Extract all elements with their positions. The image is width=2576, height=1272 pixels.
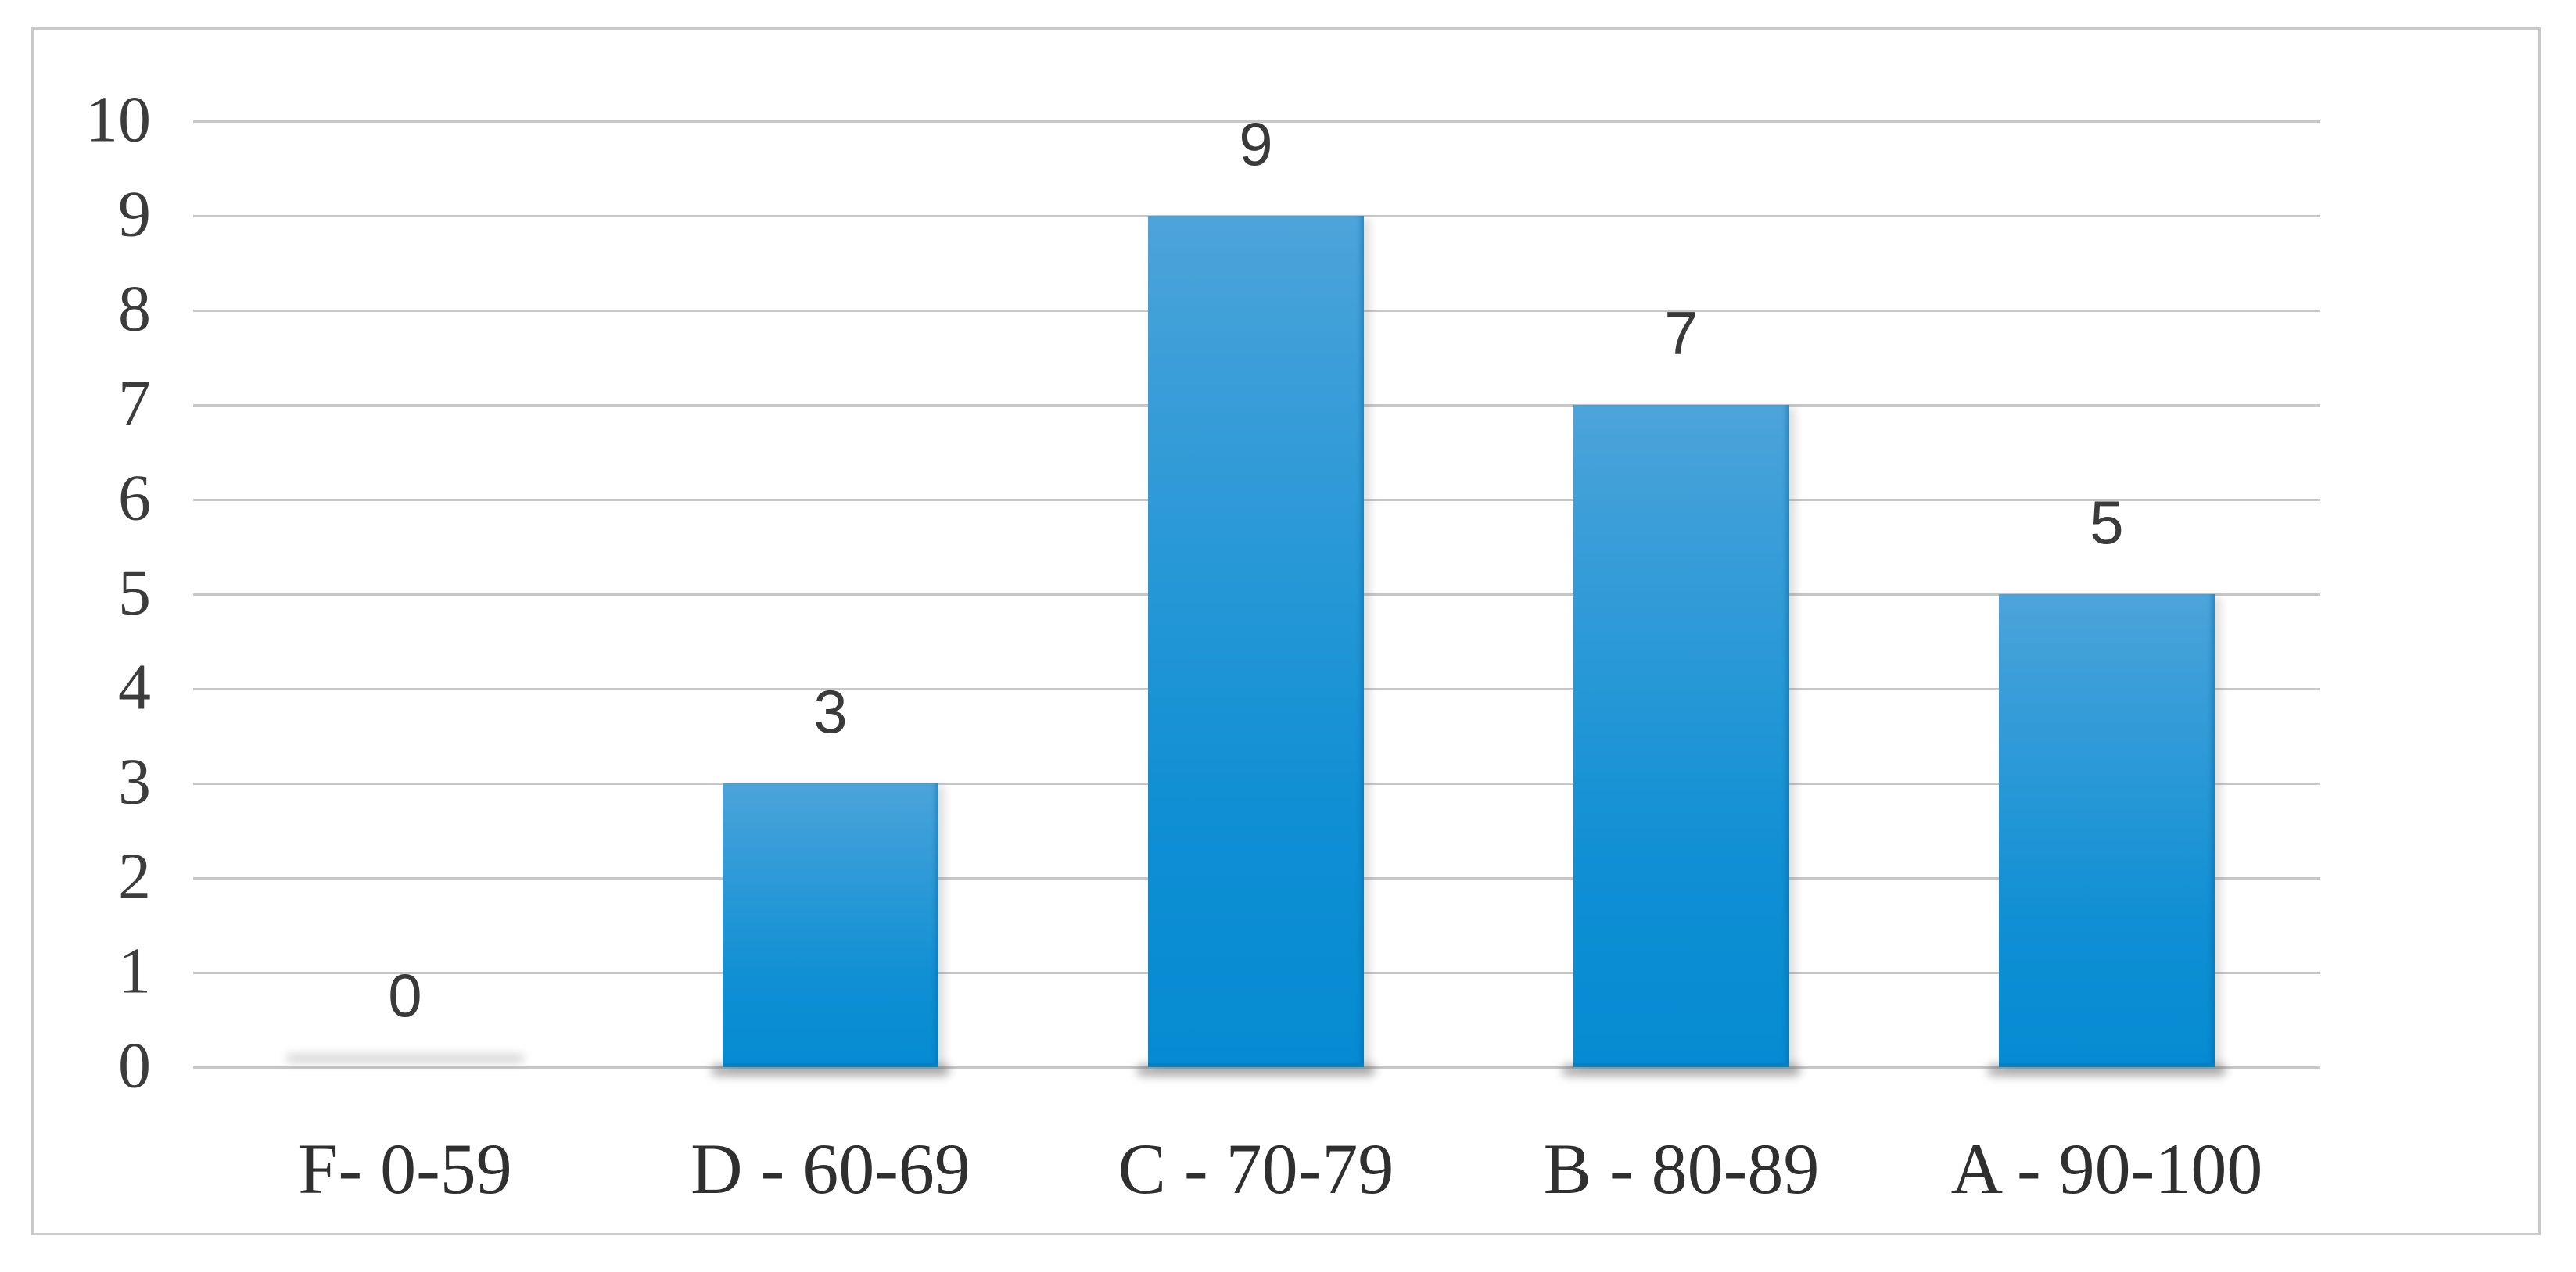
bar-shadow — [1562, 1065, 1800, 1076]
y-axis-tick-label: 7 — [118, 367, 151, 440]
data-label: 9 — [1239, 109, 1273, 178]
bar-C — [1148, 216, 1364, 1067]
x-axis-category-label: D - 60-69 — [691, 1129, 970, 1209]
bar-B — [1573, 405, 1789, 1067]
bar-shadow — [286, 1055, 524, 1062]
gridline-y-10 — [193, 120, 2320, 123]
y-axis-tick-label: 1 — [118, 934, 151, 1008]
data-label: 5 — [2090, 488, 2124, 557]
bar-A — [1999, 594, 2215, 1067]
y-axis-tick-label: 5 — [118, 556, 151, 629]
chart-frame: 0 1 2 3 4 5 6 7 8 9 10 0 3 9 7 5 F- 0-59 D - 60-69 C - 7… — [31, 27, 2541, 1235]
y-axis-tick-label: 10 — [85, 83, 151, 156]
y-axis-tick-label: 4 — [118, 650, 151, 724]
bar-shadow — [1137, 1065, 1375, 1076]
x-axis-category-label: F- 0-59 — [298, 1129, 512, 1209]
y-axis-tick-label: 8 — [118, 272, 151, 346]
y-axis-tick-label: 3 — [118, 745, 151, 819]
x-axis-category-label: C - 70-79 — [1118, 1129, 1394, 1209]
bar-shadow — [1988, 1065, 2226, 1076]
bar-D — [723, 783, 938, 1067]
y-axis-tick-label: 6 — [118, 461, 151, 535]
data-label: 7 — [1664, 299, 1699, 367]
data-label: 0 — [388, 961, 422, 1030]
data-label: 3 — [813, 677, 848, 746]
y-axis-tick-label: 2 — [118, 840, 151, 913]
x-axis-category-label: A - 90-100 — [1950, 1129, 2263, 1209]
y-axis-tick-label: 9 — [118, 177, 151, 251]
y-axis-tick-label: 0 — [118, 1029, 151, 1102]
x-axis-category-label: B - 80-89 — [1543, 1129, 1820, 1209]
bar-shadow — [712, 1065, 949, 1076]
